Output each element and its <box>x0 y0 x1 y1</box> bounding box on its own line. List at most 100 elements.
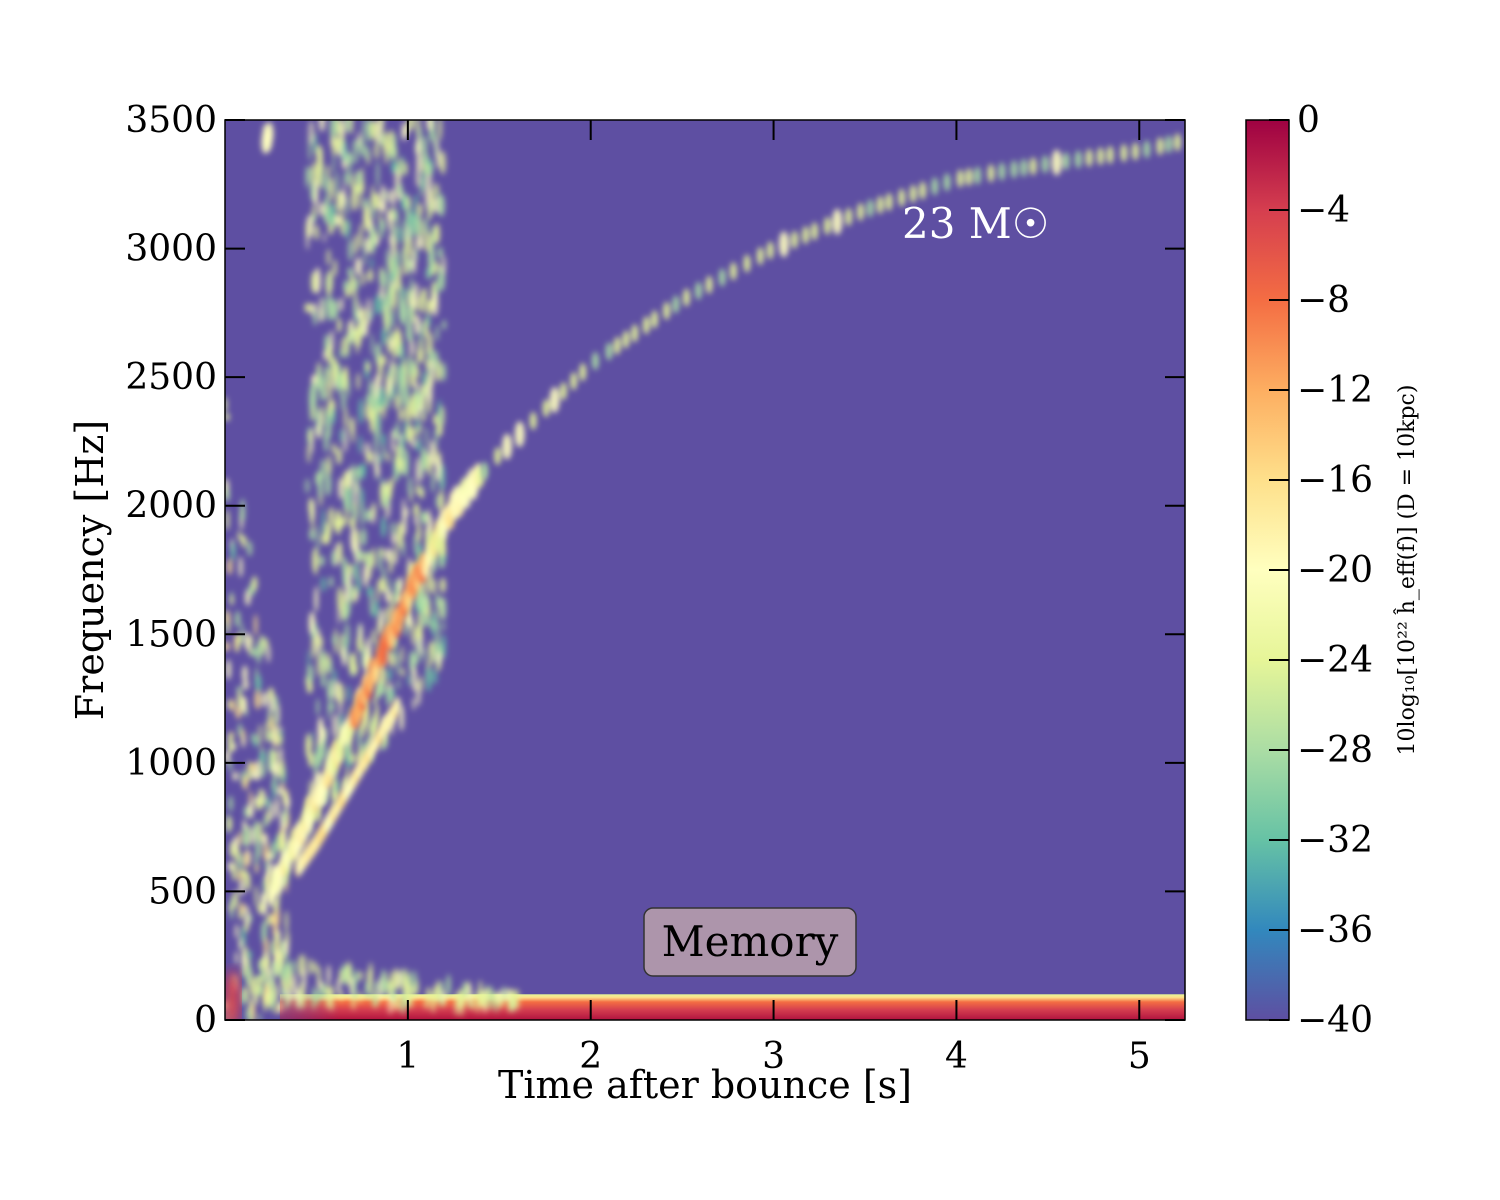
noise-speck <box>318 979 323 990</box>
noise-speck <box>437 491 445 512</box>
noise-speck <box>283 807 288 825</box>
noise-speck <box>242 775 249 791</box>
track-segment <box>642 316 650 335</box>
noise-speck <box>323 205 330 224</box>
noise-speck <box>441 365 446 383</box>
noise-speck <box>414 194 418 206</box>
noise-speck <box>238 556 243 578</box>
noise-speck <box>394 995 399 1011</box>
mass-annotation: 23 M☉ <box>902 199 1049 248</box>
noise-speck <box>334 300 339 320</box>
noise-speck <box>346 163 353 187</box>
noise-speck <box>411 619 415 647</box>
noise-speck <box>331 443 337 455</box>
noise-speck <box>369 409 376 429</box>
noise-speck <box>362 240 367 267</box>
noise-speck <box>344 171 348 185</box>
noise-speck <box>421 392 426 411</box>
noise-speck <box>400 434 405 449</box>
noise-speck <box>493 991 498 1005</box>
noise-speck <box>254 885 258 907</box>
noise-speck <box>422 647 427 663</box>
track-segment <box>1062 152 1070 171</box>
track-segment <box>919 181 927 200</box>
noise-speck <box>431 472 435 494</box>
noise-speck <box>374 428 379 455</box>
noise-speck <box>398 576 404 593</box>
noise-speck <box>415 215 421 240</box>
track-segment <box>622 330 630 349</box>
noise-speck <box>332 634 337 646</box>
noise-speck <box>317 635 324 649</box>
noise-speck <box>404 162 408 176</box>
noise-speck <box>345 120 351 134</box>
noise-speck <box>355 465 361 481</box>
track-segment <box>998 162 1006 181</box>
noise-speck <box>410 290 418 310</box>
noise-speck <box>379 547 385 559</box>
noise-speck <box>363 144 370 161</box>
noise-speck <box>354 233 358 256</box>
noise-speck <box>441 634 446 660</box>
noise-speck <box>412 697 416 711</box>
noise-speck <box>329 176 334 202</box>
noise-speck <box>388 992 393 1015</box>
track-segment <box>579 363 587 382</box>
noise-speck <box>262 991 267 1013</box>
noise-speck <box>238 830 242 846</box>
track-segment <box>823 216 831 235</box>
track-segment <box>965 168 973 186</box>
noise-speck <box>376 120 382 145</box>
noise-speck <box>382 131 389 156</box>
noise-speck <box>308 958 313 976</box>
noise-speck <box>245 966 250 987</box>
noise-speck <box>229 699 236 712</box>
spectrogram <box>225 120 1185 1020</box>
noise-speck <box>387 366 392 380</box>
noise-speck <box>404 985 409 1004</box>
noise-speck <box>316 525 320 554</box>
noise-speck <box>391 145 398 162</box>
track-segment <box>605 342 613 361</box>
noise-speck <box>419 488 424 499</box>
noise-speck <box>378 386 385 409</box>
track-segment <box>1131 142 1139 161</box>
track-segment <box>778 231 789 258</box>
noise-speck <box>326 987 330 1010</box>
noise-speck <box>329 120 335 140</box>
noise-speck <box>429 440 436 467</box>
gmode-track <box>261 122 1182 907</box>
gmode-dense <box>261 122 485 907</box>
noise-speck <box>381 433 386 447</box>
noise-speck <box>358 223 364 249</box>
noise-speck <box>360 528 367 547</box>
track-segment <box>672 295 680 314</box>
noise-speck <box>415 457 421 485</box>
noise-speck <box>420 601 426 629</box>
noise-speck <box>250 647 258 658</box>
noise-speck <box>239 879 245 897</box>
bounce-blob <box>225 969 241 1020</box>
noise-speck <box>394 324 400 342</box>
noise-speck <box>374 396 379 413</box>
noise-speck <box>355 664 359 675</box>
noise-speck <box>382 443 386 459</box>
noise-speck <box>435 324 439 342</box>
noise-speck <box>251 1002 256 1020</box>
noise-speck <box>378 211 382 224</box>
noise-speck <box>396 521 404 550</box>
noise-speck <box>417 336 424 363</box>
noise-speck <box>343 600 350 621</box>
noise-speck <box>432 578 437 596</box>
noise-speck <box>423 217 429 236</box>
noise-speck <box>239 902 245 914</box>
noise-speck <box>234 845 241 863</box>
noise-speck <box>379 286 385 300</box>
noise-speck <box>332 669 338 684</box>
noise-speck <box>270 801 274 822</box>
noise-speck <box>411 984 416 999</box>
noise-speck <box>380 482 385 500</box>
noise-speck <box>327 296 334 322</box>
noise-speck <box>230 541 236 562</box>
noise-speck <box>340 120 346 139</box>
